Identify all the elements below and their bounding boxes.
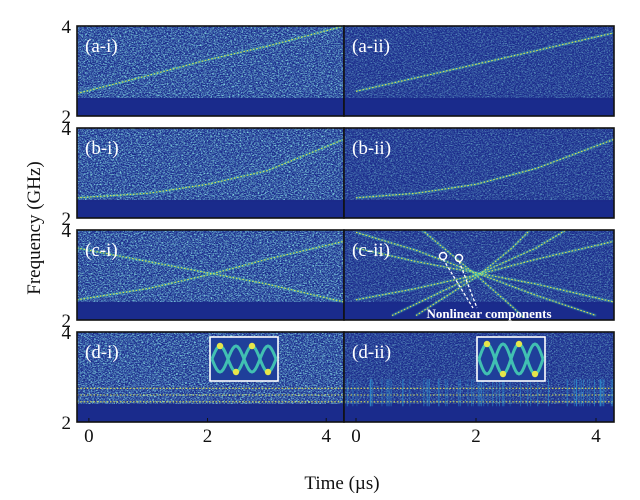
signal-trace — [355, 231, 597, 317]
noise-texture — [344, 128, 614, 200]
low-band — [344, 201, 614, 218]
inset-node — [483, 340, 491, 348]
inset-wave — [477, 342, 545, 376]
y-tick-label: 2 — [62, 107, 72, 128]
x-tick-label: 2 — [203, 426, 213, 447]
panel-b-ii: (b-ii) — [343, 127, 615, 219]
x-tick-label: 4 — [591, 426, 601, 447]
inset-node — [499, 370, 507, 378]
y-tick-label: 2 — [62, 413, 72, 434]
y-axis-label: Frequency (GHz) — [24, 161, 45, 294]
inset-wave — [210, 344, 278, 374]
low-band — [344, 303, 614, 320]
panel-frame — [343, 331, 615, 423]
panel-label: (a-ii) — [352, 36, 390, 57]
low-band — [77, 303, 344, 320]
signal-trace — [421, 230, 525, 319]
inset-node — [232, 368, 240, 376]
x-tick-label: 4 — [321, 426, 331, 447]
panel-c-ii: (c-ii) — [343, 229, 615, 321]
y-tick-label: 4 — [62, 323, 72, 344]
inset-node — [515, 340, 523, 348]
low-band — [344, 405, 614, 422]
signal-trace — [77, 247, 344, 303]
low-band — [77, 99, 344, 116]
panel-label: (a-i) — [85, 36, 118, 57]
low-band — [344, 99, 614, 116]
inset-node — [264, 368, 272, 376]
signal-trace — [355, 32, 614, 92]
signal-trace — [77, 240, 344, 301]
panel-d-ii: (d-ii) — [343, 331, 615, 423]
signal-trace — [355, 138, 614, 199]
x-tick-label: 0 — [351, 426, 361, 447]
panel-frame — [343, 229, 615, 321]
panel-label: (d-i) — [85, 342, 119, 363]
panel-label: (b-i) — [85, 138, 119, 159]
y-tick-label: 4 — [62, 17, 72, 38]
annotation-label: Nonlinear components — [426, 306, 551, 321]
inset-node — [216, 342, 224, 350]
panels-layer: (a-i) (a-ii) (b-i) (b-ii) (c-i) (c-ii) (d-i) (d… — [76, 25, 615, 423]
annotation-leader — [442, 258, 474, 309]
y-tick-label: 2 — [62, 209, 72, 230]
noise-texture — [77, 128, 344, 200]
annotation-leader — [458, 260, 478, 309]
panel-label: (b-ii) — [352, 138, 391, 159]
nonlinear-annotation: Nonlinear components — [426, 251, 552, 321]
panel-label: (c-ii) — [352, 240, 390, 261]
panel-b-i: (b-i) — [76, 127, 345, 219]
panel-label: (d-ii) — [352, 342, 391, 363]
y-tick-label: 4 — [62, 119, 72, 140]
signal-halo — [415, 230, 531, 317]
panel-a-i: (a-i) — [76, 25, 345, 117]
x-tick-label: 0 — [84, 426, 94, 447]
inset-pattern — [209, 336, 279, 382]
y-tick-label: 4 — [62, 221, 72, 242]
noise-texture — [77, 230, 344, 302]
x-axis-label: Time (µs) — [304, 473, 379, 494]
x-tick-label: 2 — [471, 426, 481, 447]
panel-d-i: (d-i) — [76, 331, 345, 423]
y-tick-label: 2 — [62, 311, 72, 332]
inset-node — [531, 370, 539, 378]
panel-frame — [343, 25, 615, 117]
low-band — [77, 201, 344, 218]
annotation-layer: Nonlinear components — [426, 251, 552, 321]
panel-frame — [343, 127, 615, 219]
panel-label: (c-i) — [85, 240, 118, 261]
noise-texture — [344, 26, 614, 98]
inset-node — [248, 342, 256, 350]
low-band — [77, 405, 344, 422]
panel-a-ii: (a-ii) — [343, 25, 615, 117]
signal-trace — [77, 138, 344, 199]
panel-c-i: (c-i) — [76, 229, 345, 321]
inset-pattern — [476, 336, 546, 382]
signal-trace — [77, 26, 344, 95]
